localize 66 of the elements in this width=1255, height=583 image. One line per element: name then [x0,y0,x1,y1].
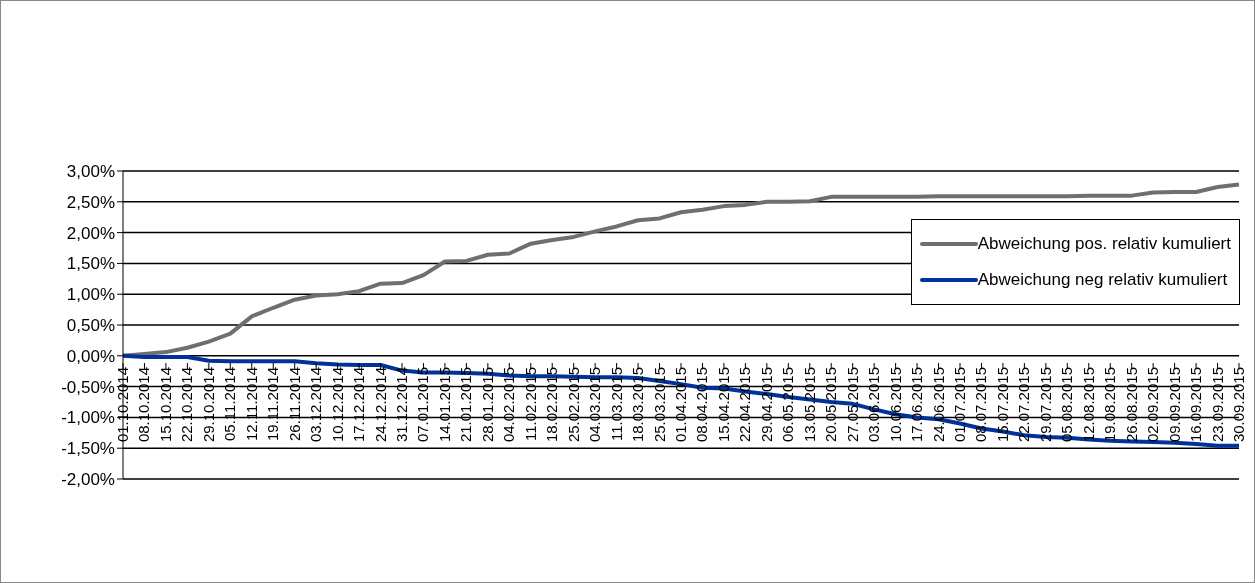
x-tick-label: 05.08.2015 [1058,367,1076,443]
x-tick-label: 18.03.2015 [629,367,647,443]
x-tick-label: 12.11.2014 [242,367,260,441]
y-tick-label: 0,00% [66,346,115,366]
x-tick-label: 22.10.2014 [178,367,196,443]
legend-label: Abweichung pos. relativ kumuliert [977,234,1231,254]
x-tick-label: 08.10.2014 [135,367,153,443]
x-tick-label: 22.07.2015 [1015,367,1033,443]
x-tick-label: 25.02.2015 [564,367,582,443]
x-tick-label: 10.12.2014 [328,367,346,443]
x-tick-label: 07.01.2015 [414,367,432,443]
x-tick-label: 20.05.2015 [822,367,840,443]
x-tick-label: 29.07.2015 [1036,367,1054,443]
x-tick-label: 13.05.2015 [800,367,818,443]
x-tick-label: 25.03.2015 [650,367,668,443]
x-tick-label: 08.04.2015 [693,367,711,443]
x-tick-label: 19.11.2014 [264,367,282,441]
x-tick-label: 11.02.2015 [521,367,539,441]
x-tick-label: 26.08.2015 [1122,367,1140,443]
x-tick-label: 10.06.2015 [886,367,904,443]
x-tick-label: 18.02.2015 [543,367,561,443]
y-tick-label: -1,50% [61,439,115,459]
x-tick-label: 23.09.2015 [1208,367,1226,443]
x-tick-label: 15.04.2015 [714,367,732,443]
x-tick-label: 01.04.2015 [672,367,689,443]
y-tick-label: 2,00% [66,223,115,243]
x-tick-label: 03.12.2014 [307,367,325,443]
x-tick-label: 22.04.2015 [736,367,754,443]
legend-label: Abweichung neg relativ kumuliert [977,270,1228,290]
y-tick-label: 3,00% [66,162,115,182]
y-tick-label: 1,50% [66,254,115,274]
y-tick-label: 1,00% [66,285,115,305]
x-tick-label: 28.01.2015 [478,367,496,443]
x-tick-label: 15.07.2015 [993,367,1011,443]
y-tick-label: -2,00% [61,470,115,490]
x-tick-label: 27.05.2015 [843,367,861,443]
x-tick-label: 12.08.2015 [1079,367,1097,443]
x-tick-label: 24.06.2015 [929,367,947,443]
x-tick-label: 26.11.2014 [285,367,303,441]
x-tick-label: 17.12.2014 [350,367,368,443]
x-tick-label: 19.08.2015 [1101,367,1119,443]
x-tick-label: 21.01.2015 [457,367,475,443]
y-tick-label: -1,00% [61,408,115,428]
x-tick-label: 16.09.2015 [1187,367,1205,443]
x-tick-label: 06.05.2015 [779,367,797,443]
x-tick-label: 29.04.2015 [757,367,775,443]
x-tick-label: 01.10.2014 [114,367,131,443]
y-tick-label: -0,50% [61,377,115,397]
x-tick-label: 09.09.2015 [1165,367,1183,443]
x-tick-label: 01.07.2015 [951,367,968,443]
x-tick-label: 11.03.2015 [607,367,625,441]
y-tick-label: 0,50% [66,316,115,336]
x-tick-label: 04.02.2015 [500,367,518,443]
x-tick-label: 29.10.2014 [199,367,217,443]
x-tick-label: 03.06.2015 [865,367,883,443]
y-tick-label: 2,50% [66,192,115,212]
x-tick-label: 02.09.2015 [1144,367,1162,443]
x-tick-label: 05.11.2014 [221,367,239,441]
x-tick-label: 30.09.2015 [1230,367,1247,443]
x-tick-label: 31.12.2014 [393,367,410,443]
x-tick-label: 24.12.2014 [371,367,389,443]
x-tick-label: 15.10.2014 [156,367,174,443]
x-tick-label: 14.01.2015 [435,367,453,443]
x-tick-label: 04.03.2015 [586,367,604,443]
x-tick-label: 17.06.2015 [908,367,926,443]
x-tick-label: 08.07.2015 [972,367,990,443]
